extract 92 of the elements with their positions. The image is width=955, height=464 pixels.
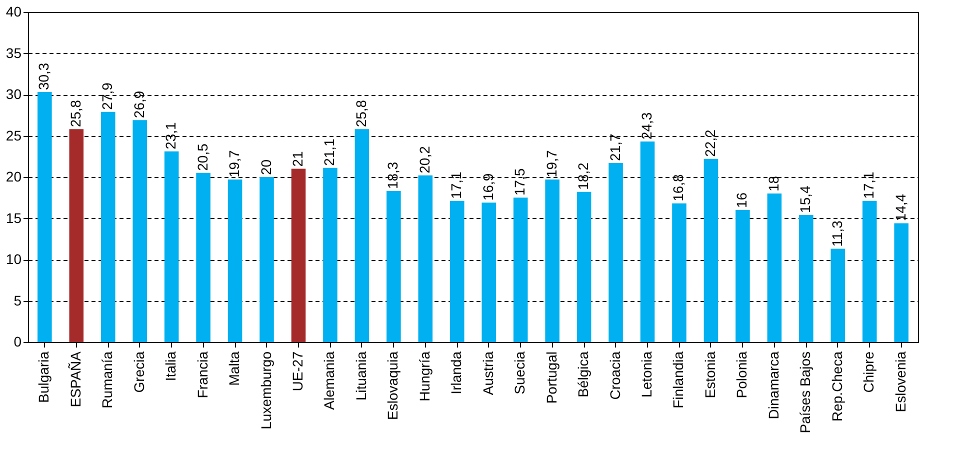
x-tick-label: Países Bajos [797, 352, 814, 434]
x-tick-label: Rumanía [99, 351, 116, 408]
y-tick-label: 25 [6, 127, 22, 144]
bar [196, 172, 210, 342]
x-tick-label: Portugal [543, 352, 560, 404]
bar [830, 248, 846, 342]
x-tick-label: Lituania [352, 351, 369, 401]
x-tick-label: Austria [480, 351, 496, 396]
bar [100, 112, 116, 342]
y-tick-label: 30 [6, 86, 22, 102]
x-tick-label: Rep.Checa [828, 351, 845, 422]
data-label: 25,8 [352, 100, 369, 128]
bar [354, 129, 370, 342]
x-tick-label: UE-27 [289, 351, 306, 392]
bar [767, 194, 782, 342]
x-tick-label: Polonia [734, 351, 750, 398]
data-label: 15,4 [797, 185, 814, 213]
data-label: 17,5 [512, 168, 528, 196]
data-label: 17,1 [448, 171, 464, 199]
data-label: 18,2 [575, 162, 592, 190]
y-tick-label: 5 [14, 292, 22, 308]
data-label: 16,9 [480, 173, 496, 201]
data-label: 18,3 [384, 162, 401, 190]
bar [38, 92, 52, 342]
data-label: 20 [258, 159, 274, 175]
data-label: 20,5 [194, 143, 210, 171]
bar [260, 177, 274, 342]
bar [418, 175, 433, 342]
data-label: 21,7 [606, 134, 623, 161]
x-tick-label: Bulgaria [36, 351, 52, 403]
bar [164, 151, 179, 342]
x-tick-label: Dinamarca [765, 351, 782, 420]
data-label: 19,7 [543, 150, 560, 178]
x-tick-label: Estonia [702, 351, 718, 398]
x-tick-label: Bélgica [575, 351, 592, 398]
bar [672, 203, 686, 342]
bar [736, 210, 750, 342]
data-label: 17,1 [860, 171, 877, 199]
data-label: 21 [289, 150, 306, 167]
bar [513, 198, 528, 342]
y-tick-label: 35 [6, 44, 22, 61]
x-tick-label: Luxemburgo [258, 351, 274, 430]
x-tick-label: Suecia [512, 351, 528, 394]
bar [640, 142, 655, 342]
bar [608, 162, 623, 342]
x-tick-label: Italia [162, 351, 179, 382]
bar [291, 168, 306, 342]
data-label: 24,3 [638, 112, 655, 140]
x-tick-label: Hungría [416, 351, 432, 402]
data-label: 23,1 [162, 122, 179, 150]
x-tick-label: Malta [226, 351, 242, 386]
x-tick-label: Irlanda [448, 351, 464, 394]
x-tick-label: Eslovaquia [384, 351, 401, 420]
data-label: 20,2 [416, 146, 432, 174]
data-label: 16 [734, 192, 750, 208]
x-tick-label: Grecia [130, 351, 147, 393]
bar [323, 168, 338, 342]
bar [450, 200, 464, 342]
y-tick-label: 20 [6, 168, 22, 184]
bar [482, 202, 496, 342]
x-tick-label: Eslovenia [892, 351, 908, 412]
data-label: 16,8 [670, 174, 686, 202]
data-label: 26,9 [130, 90, 147, 118]
y-tick-label: 0 [14, 334, 22, 350]
y-tick-label: 15 [6, 210, 22, 226]
x-tick-label: Letonia [638, 351, 655, 398]
data-label: 21,1 [321, 138, 338, 166]
bar [545, 179, 560, 342]
data-label: 14,4 [892, 194, 908, 222]
bar [862, 200, 877, 342]
x-tick-label: Francia [194, 351, 210, 398]
x-tick-label: Chipre [860, 351, 877, 393]
bar [576, 192, 592, 342]
bar [799, 214, 814, 342]
x-tick-label: Finlandia [670, 351, 686, 408]
x-tick-label: Alemania [321, 351, 338, 410]
data-label: 30,3 [36, 62, 52, 90]
bar [704, 158, 718, 342]
y-tick-label: 10 [6, 251, 22, 267]
bar [132, 120, 147, 342]
bar [228, 179, 242, 342]
data-label: 11,3 [828, 220, 845, 247]
bar [894, 223, 908, 342]
data-label: 27,9 [99, 82, 116, 110]
bar [386, 191, 401, 342]
data-label: 22,2 [702, 129, 718, 157]
x-tick-label: ESPAÑA [67, 350, 84, 408]
x-tick-label: Croacia [606, 351, 623, 400]
data-label: 19,7 [226, 150, 242, 178]
bar [69, 129, 84, 342]
y-tick-label: 40 [6, 4, 22, 20]
data-label: 25,8 [67, 100, 84, 128]
